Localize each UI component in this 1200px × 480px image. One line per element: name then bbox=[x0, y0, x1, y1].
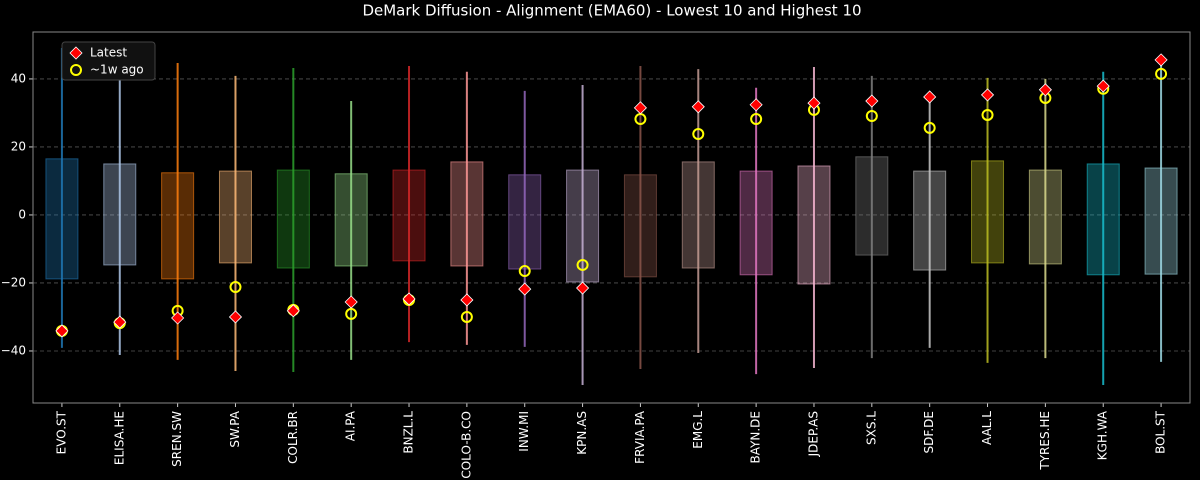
x-tick-label: COLO-B.CO bbox=[459, 411, 473, 479]
latest-marker bbox=[344, 295, 358, 309]
legend-marker bbox=[70, 64, 82, 76]
week-ago-marker bbox=[923, 121, 936, 134]
latest-marker bbox=[633, 101, 647, 115]
latest-marker bbox=[402, 292, 416, 306]
week-ago-marker bbox=[692, 128, 705, 141]
x-tick-label: JDEP.AS bbox=[806, 411, 820, 457]
week-ago-marker bbox=[576, 258, 589, 271]
x-tick-label: COLR.BR bbox=[286, 411, 300, 464]
x-tick-label: EMG.L bbox=[691, 411, 705, 449]
week-ago-marker bbox=[460, 310, 473, 323]
y-tick-label: −20 bbox=[1, 275, 26, 289]
x-tick-label: BAYN.DE bbox=[749, 411, 763, 463]
y-tick-label: 40 bbox=[11, 71, 26, 85]
week-ago-marker bbox=[750, 113, 763, 126]
legend-label: ~1w ago bbox=[90, 63, 144, 77]
latest-marker bbox=[691, 100, 705, 114]
legend-marker bbox=[69, 46, 83, 60]
week-ago-marker bbox=[345, 307, 358, 320]
x-tick-label: KGH.WA bbox=[1096, 410, 1110, 460]
plot-frame bbox=[32, 31, 1191, 404]
y-tick-label: −40 bbox=[1, 343, 26, 357]
latest-marker bbox=[923, 90, 937, 104]
latest-marker bbox=[286, 304, 300, 318]
x-tick-label: EVO.ST bbox=[54, 410, 68, 454]
week-ago-marker bbox=[981, 108, 994, 121]
latest-marker bbox=[980, 88, 995, 102]
x-tick-label: AI.PA bbox=[344, 410, 358, 441]
x-tick-label: AAL.L bbox=[980, 411, 994, 445]
latest-marker bbox=[460, 293, 474, 307]
x-tick-label: FRVIA.PA bbox=[633, 410, 647, 464]
week-ago-marker bbox=[229, 281, 242, 294]
y-tick-label: 0 bbox=[18, 207, 26, 221]
y-tick-label: 20 bbox=[11, 139, 26, 153]
latest-marker bbox=[749, 98, 763, 112]
x-tick-label: BOL.ST bbox=[1154, 410, 1168, 454]
x-tick-label: KPN.AS bbox=[575, 411, 589, 455]
week-ago-marker bbox=[865, 109, 878, 122]
x-tick-label: SDF.DE bbox=[922, 411, 936, 453]
latest-marker bbox=[55, 324, 69, 338]
x-tick-label: SW.PA bbox=[228, 410, 242, 447]
x-tick-label: ELISA.HE bbox=[112, 411, 126, 465]
latest-marker bbox=[518, 282, 532, 296]
legend-box bbox=[61, 41, 156, 81]
x-tick-label: SREN.SW bbox=[170, 411, 184, 467]
latest-marker bbox=[576, 281, 590, 295]
x-tick-label: BNZL.L bbox=[402, 411, 416, 454]
latest-marker bbox=[171, 311, 185, 325]
week-ago-marker bbox=[1155, 67, 1168, 80]
latest-marker bbox=[865, 94, 879, 108]
latest-marker bbox=[1096, 79, 1110, 93]
week-ago-marker bbox=[518, 265, 531, 278]
chart-title: DeMark Diffusion - Alignment (EMA60) - L… bbox=[362, 2, 861, 20]
latest-marker bbox=[1038, 83, 1052, 97]
legend-label: Latest bbox=[90, 46, 127, 60]
latest-marker bbox=[807, 96, 821, 110]
x-tick-label: INW.MI bbox=[517, 411, 531, 452]
x-tick-label: SXS.L bbox=[864, 411, 878, 445]
latest-marker bbox=[1154, 53, 1168, 67]
x-tick-label: TYRES.HE bbox=[1038, 411, 1052, 471]
latest-marker bbox=[113, 315, 127, 329]
latest-marker bbox=[228, 310, 243, 324]
